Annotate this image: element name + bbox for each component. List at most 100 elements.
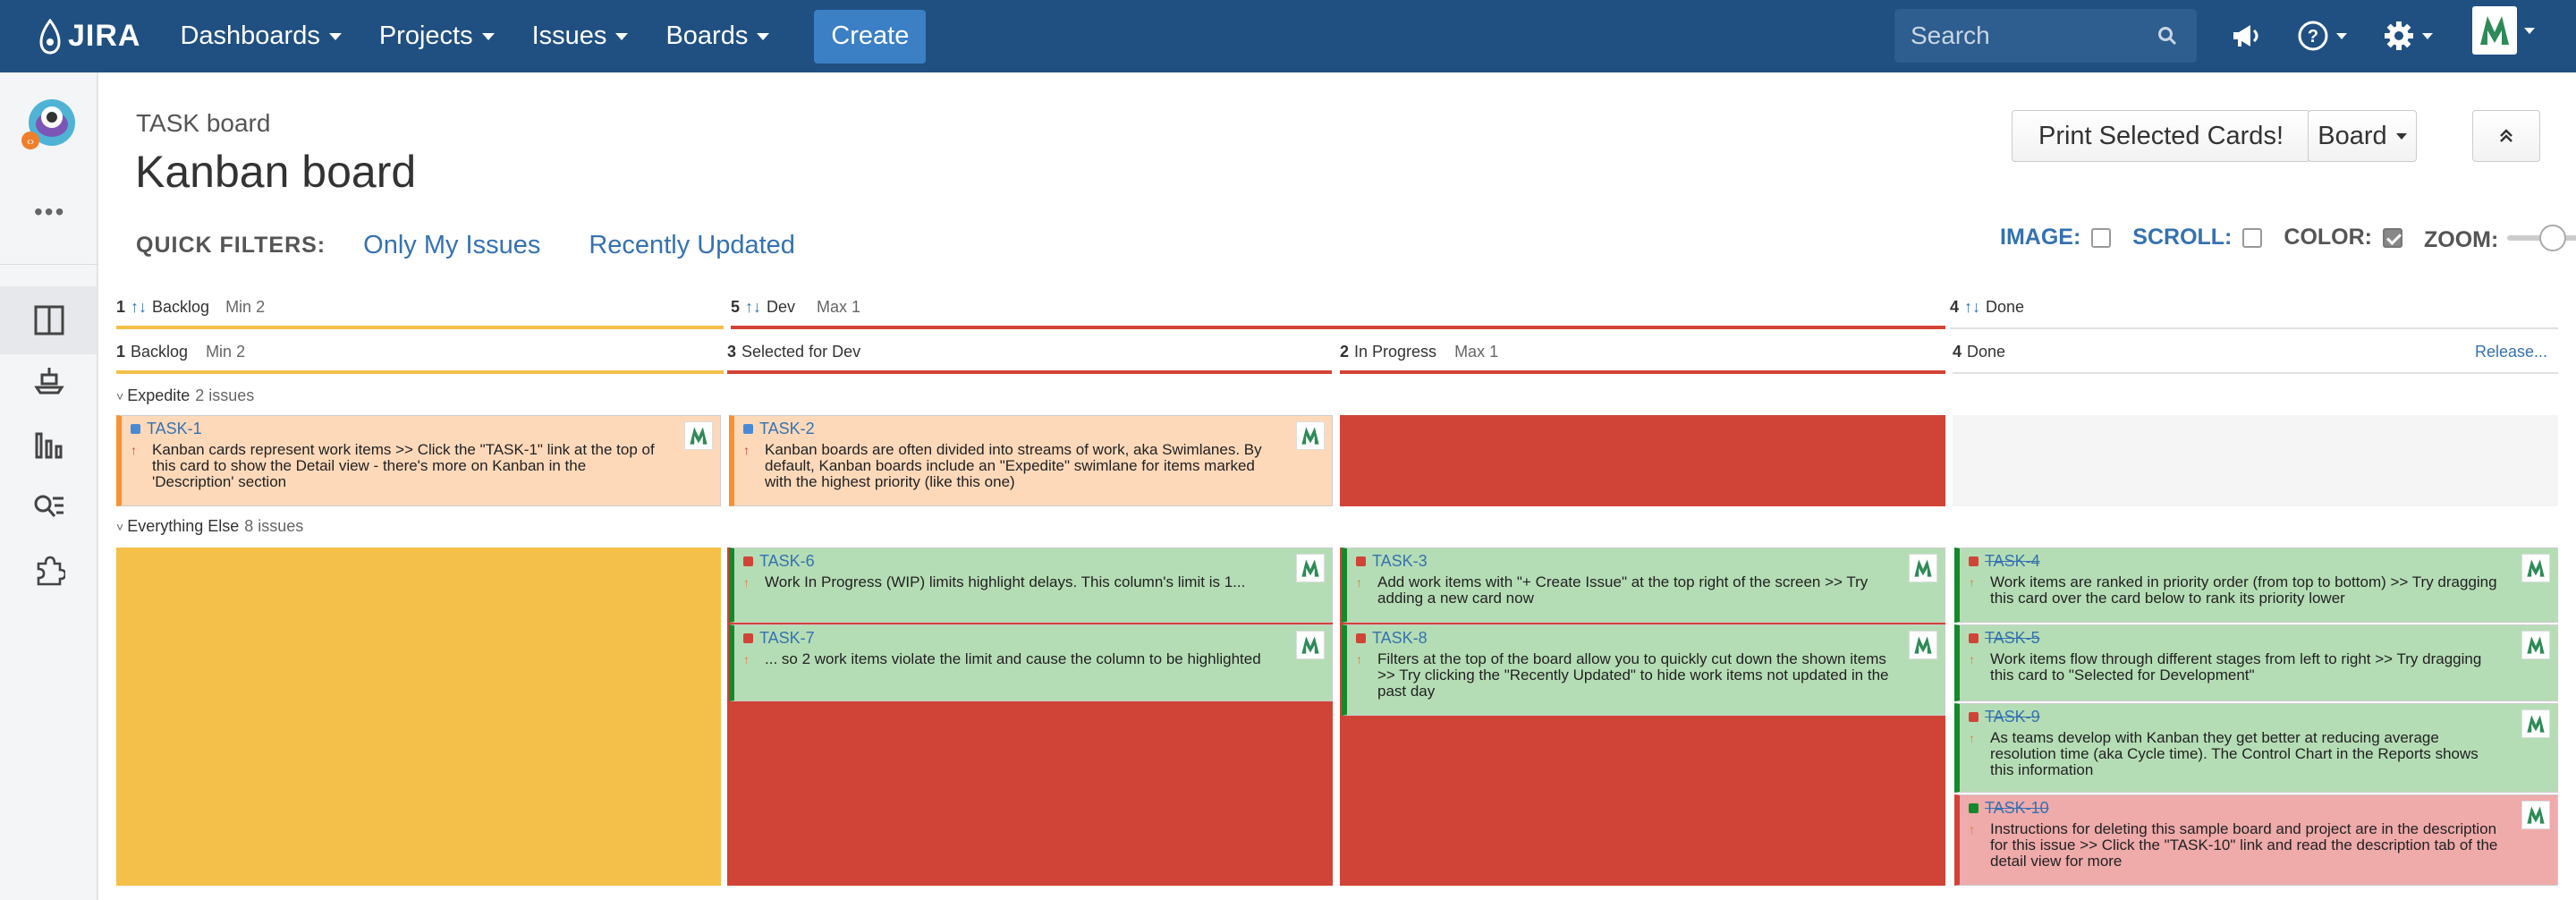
column-name: Backlog [131,343,189,361]
nav-boards[interactable]: Boards [665,21,770,51]
color-toggle-label: COLOR: [2284,225,2372,250]
assignee-avatar-icon [2521,631,2550,659]
expedite-done-cell [1953,415,2558,506]
card-task-8[interactable]: TASK-8 ↑ Filters at the top of the board… [1342,624,1945,716]
card-task-1[interactable]: TASK-1 ↑ Kanban cards represent work ite… [116,415,721,506]
card-summary: ... so 2 work items violate the limit an… [765,650,1261,667]
chevron-down-icon [2336,32,2347,39]
sidebar-divider [0,264,98,265]
search-icon[interactable] [2157,26,2177,46]
column-count: 3 [727,343,737,361]
board-icon[interactable] [30,301,68,339]
collapse-header-button[interactable] [2472,110,2540,162]
image-checkbox[interactable] [2091,227,2112,248]
nav-dashboards[interactable]: Dashboards [180,21,342,51]
card-key-link[interactable]: TASK-1 [147,420,202,437]
filter-only-my-issues[interactable]: Only My Issues [363,231,541,259]
sort-arrows-icon[interactable]: ↑↓ [745,298,762,316]
jira-logo[interactable]: JIRA [36,18,141,55]
card-summary: Add work items with "+ Create Issue" at … [1377,573,1868,607]
releases-icon[interactable] [30,362,68,400]
swimlane-header-everything-else[interactable]: ˅ Everything Else 8 issues [116,517,303,536]
column-line-in-progress [1340,370,1945,374]
priority-medium-icon: ↑ [743,652,750,667]
card-key-link[interactable]: TASK-6 [759,552,815,570]
card-key-link[interactable]: TASK-7 [759,629,815,647]
help-menu[interactable]: ? [2297,16,2347,55]
card-task-6[interactable]: TASK-6 ↑ Work In Progress (WIP) limits h… [729,548,1333,623]
task-type-icon [131,424,140,434]
card-task-4[interactable]: TASK-4 ↑ Work items are ranked in priori… [1954,548,2558,623]
color-checkbox[interactable] [2383,227,2402,248]
settings-menu[interactable] [2383,16,2433,55]
project-avatar[interactable]: ‹› [20,96,79,155]
zoom-slider-handle[interactable] [2539,224,2567,251]
swimlane-header-expedite[interactable]: ˅ Expedite 2 issues [116,386,254,405]
svg-text:?: ? [2308,27,2318,47]
sort-arrows-icon[interactable]: ↑↓ [1964,298,1981,316]
card-display-toggles: IMAGE: SCROLL: COLOR: ZOOM: [2000,222,2576,253]
sort-arrows-icon[interactable]: ↑↓ [131,298,148,316]
user-menu[interactable] [2472,6,2535,55]
priority-high-icon: ↑ [743,443,750,457]
chevron-down-icon [615,32,629,40]
card-key-link[interactable]: TASK-10 [1985,799,2049,817]
card-key-link[interactable]: TASK-2 [759,420,815,437]
nav-issues-label: Issues [531,21,607,50]
card-key-link[interactable]: TASK-5 [1985,629,2040,647]
column-constraint: Max 1 [817,298,861,316]
card-key-link[interactable]: TASK-9 [1985,708,2040,726]
quick-filters: QUICK FILTERS: Only My Issues Recently U… [136,231,795,260]
column-count: 1 [116,343,126,361]
jira-logo-text: JIRA [68,19,141,53]
priority-medium-icon: ↑ [1969,731,1975,745]
filter-recently-updated[interactable]: Recently Updated [589,231,795,259]
bug-type-icon [1969,712,1979,722]
card-task-2[interactable]: TASK-2 ↑ Kanban boards are often divided… [729,415,1333,506]
chevron-down-icon [2524,27,2535,34]
card-key-link[interactable]: TASK-4 [1985,552,2040,570]
megaphone-icon [2233,25,2258,47]
column-header-selected-for-dev: 3 Selected for Dev [727,343,860,361]
nav-dashboards-label: Dashboards [180,21,320,50]
card-task-5[interactable]: TASK-5 ↑ Work items flow through differe… [1954,624,2558,701]
assignee-avatar-icon [2521,554,2550,582]
bug-type-icon [743,556,753,566]
release-link[interactable]: Release... [2475,343,2548,361]
column-name: Done [1986,298,2025,316]
column-count: 1 [116,298,126,316]
scroll-checkbox[interactable] [2242,227,2263,248]
column-line-selected-for-dev [727,370,1332,374]
card-task-10[interactable]: TASK-10 ↑ Instructions for deleting this… [1954,794,2558,886]
story-type-icon [1969,803,1979,813]
card-task-7[interactable]: TASK-7 ↑ ... so 2 work items violate the… [729,624,1333,701]
card-task-3[interactable]: TASK-3 ↑ Add work items with "+ Create I… [1342,548,1945,623]
board-menu-button[interactable]: Board [2308,110,2417,162]
chevron-down-icon [481,32,495,40]
notifications-button[interactable] [2231,16,2263,55]
column-header-done: 4 Done [1953,343,2005,361]
card-key-link[interactable]: TASK-3 [1372,552,1428,570]
more-options-icon[interactable]: ••• [34,198,66,225]
task-type-icon [743,424,753,434]
assignee-avatar-icon [1296,421,1325,450]
search-input[interactable] [1894,21,2145,50]
reports-icon[interactable] [30,427,68,464]
nav-projects[interactable]: Projects [379,21,495,51]
issues-search-icon[interactable] [30,489,68,527]
card-task-9[interactable]: TASK-9 ↑ As teams develop with Kanban th… [1954,703,2558,793]
print-selected-cards-button[interactable]: Print Selected Cards! [2012,110,2310,162]
card-key-link[interactable]: TASK-8 [1372,629,1428,647]
priority-medium-icon: ↑ [1356,652,1362,667]
add-ons-puzzle-icon[interactable] [30,552,68,590]
card-summary: As teams develop with Kanban they get be… [1990,729,2479,778]
zoom-slider[interactable] [2507,224,2576,251]
chevron-down-icon [328,32,342,40]
column-name: Done [1967,343,2006,361]
create-button[interactable]: Create [814,9,927,64]
priority-medium-icon: ↑ [1969,652,1975,667]
scroll-toggle-label: SCROLL: [2132,225,2233,250]
bug-type-icon [1356,556,1366,566]
nav-issues[interactable]: Issues [532,21,629,51]
column-count: 4 [1953,343,1962,361]
